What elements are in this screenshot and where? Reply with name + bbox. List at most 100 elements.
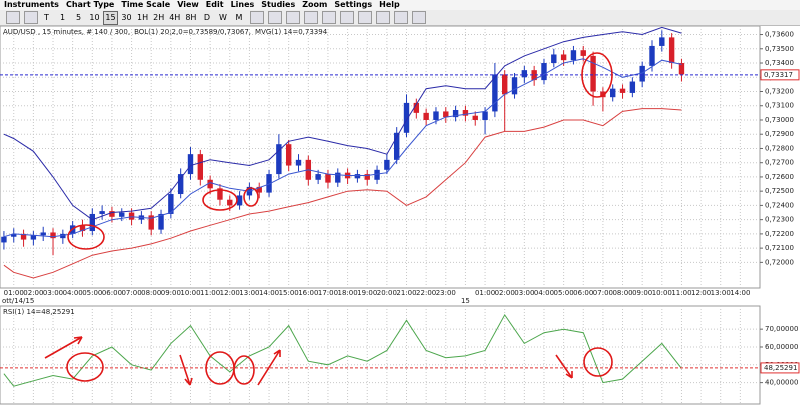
x-tick-label: 10:00 bbox=[180, 289, 200, 297]
y-tick-label: 0,72000 bbox=[765, 258, 794, 266]
toolbar-icon[interactable] bbox=[358, 11, 373, 24]
candle-body bbox=[207, 179, 213, 189]
x-tick-label: 01:00 bbox=[475, 289, 495, 297]
toolbar-icon[interactable] bbox=[304, 11, 319, 24]
x-tick-label: 12:00 bbox=[220, 289, 240, 297]
current-value-box bbox=[760, 69, 800, 81]
x-tick-label: 18:00 bbox=[338, 289, 358, 297]
timeframe-button[interactable]: 4H bbox=[169, 12, 181, 22]
candle-body bbox=[20, 233, 27, 240]
candle-body bbox=[335, 172, 341, 183]
timeframe-button[interactable]: W bbox=[218, 12, 227, 22]
menu-item[interactable]: View bbox=[177, 0, 199, 9]
x-tick-label: 13:00 bbox=[711, 289, 731, 297]
candle-body bbox=[452, 110, 459, 118]
timeframe-button[interactable]: 5 bbox=[75, 12, 82, 22]
candle-body bbox=[521, 70, 528, 78]
candle-body bbox=[128, 212, 135, 220]
y-tick-label: 0,72200 bbox=[765, 230, 794, 238]
timeframe-button[interactable]: 10 bbox=[89, 12, 100, 22]
candle-body bbox=[423, 112, 429, 120]
timeframe-button[interactable]: 1 bbox=[59, 12, 66, 22]
toolbar-icon[interactable] bbox=[340, 11, 355, 24]
toolbar-icon[interactable] bbox=[286, 11, 301, 24]
x-tick-label: 07:00 bbox=[593, 289, 613, 297]
price-panel bbox=[0, 26, 761, 289]
candle-body bbox=[403, 102, 410, 133]
candle-body bbox=[119, 212, 125, 217]
timeframe-button[interactable]: D bbox=[203, 12, 211, 22]
x-tick-label: 22:00 bbox=[416, 289, 436, 297]
timeframe-button[interactable]: T bbox=[44, 12, 49, 22]
x-tick-label: 01:00 bbox=[4, 289, 24, 297]
annotation-circle bbox=[202, 189, 238, 211]
chart-header: MVG(1) 14=0,73394 bbox=[255, 28, 328, 36]
chart-header: BOL(1) 20;2,0=0,73589/0,73067, bbox=[134, 28, 251, 36]
timeframe-button[interactable]: 1H bbox=[137, 12, 149, 22]
x-tick-label: 03:00 bbox=[514, 289, 534, 297]
toolbar: T 1 5 10 15 30 1H 2H 4H 8H D W M bbox=[0, 10, 800, 26]
candle-body bbox=[148, 215, 154, 230]
chart-header: AUD/USD , 15 minutes, # 140 / 300, bbox=[3, 28, 130, 36]
candle-body bbox=[266, 174, 272, 193]
toolbar-icon[interactable] bbox=[268, 11, 283, 24]
candle-body bbox=[168, 194, 174, 214]
menu-item[interactable]: Settings bbox=[334, 0, 373, 9]
candle-body bbox=[354, 174, 361, 179]
candle-body bbox=[590, 55, 596, 92]
menu-item[interactable]: Chart Type bbox=[65, 0, 115, 9]
toolbar-icon[interactable] bbox=[250, 11, 265, 24]
toolbar-icon[interactable] bbox=[322, 11, 337, 24]
x-tick-label: 04:00 bbox=[534, 289, 554, 297]
y-tick-label: 0,73000 bbox=[765, 116, 794, 124]
toolbar-icon[interactable] bbox=[24, 11, 38, 24]
timeframe-button[interactable]: M bbox=[235, 12, 243, 22]
timeframe-button[interactable]: 8H bbox=[185, 12, 197, 22]
candle-body bbox=[531, 70, 537, 81]
y-tick-label: 0,72100 bbox=[765, 244, 794, 252]
menu-item[interactable]: Lines bbox=[230, 0, 255, 9]
candle-body bbox=[629, 81, 636, 93]
y-tick-label: 0,73200 bbox=[765, 88, 794, 96]
menu-item[interactable]: Time Scale bbox=[121, 0, 171, 9]
x-tick-label: 13:00 bbox=[239, 289, 259, 297]
candle-body bbox=[276, 144, 282, 175]
x-tick-label: 05:00 bbox=[82, 289, 102, 297]
candle-body bbox=[443, 111, 449, 118]
annotations bbox=[44, 52, 613, 386]
indicator-line bbox=[3, 108, 682, 279]
candle-body bbox=[502, 74, 508, 95]
annotation-circle bbox=[67, 224, 105, 250]
candle-body bbox=[472, 115, 478, 120]
menu-item[interactable]: Help bbox=[379, 0, 400, 9]
toolbar-icon[interactable] bbox=[6, 11, 20, 24]
x-tick-label: 09:00 bbox=[632, 289, 652, 297]
candle-body bbox=[236, 195, 243, 206]
toolbar-icon[interactable] bbox=[376, 11, 391, 24]
rsi-panel bbox=[0, 305, 761, 405]
y-tick-label: 0,73500 bbox=[765, 45, 794, 53]
toolbar-icon[interactable] bbox=[412, 11, 427, 24]
timeframe-button[interactable]: 30 bbox=[121, 12, 132, 22]
y-tick-label: 0,72300 bbox=[765, 216, 794, 224]
x-tick-label: 04:00 bbox=[63, 289, 83, 297]
y-tick-label: 0,73400 bbox=[765, 59, 794, 67]
annotation-circle bbox=[66, 352, 104, 382]
y-tick-label: 0,73100 bbox=[765, 102, 794, 110]
menu-item[interactable]: Studies bbox=[261, 0, 296, 9]
menu-item[interactable]: Instruments bbox=[4, 0, 59, 9]
candle-body bbox=[177, 174, 184, 195]
timeframe-button[interactable]: 2H bbox=[153, 12, 165, 22]
plots: 01:00 02:00 03:00 04:00 05:00 06:00 07:00 08:00… bbox=[0, 26, 800, 404]
menu-item[interactable]: Zoom bbox=[302, 0, 328, 9]
x-tick-label: 20:00 bbox=[377, 289, 397, 297]
menu-item[interactable]: Edit bbox=[205, 0, 224, 9]
annotation-arrow bbox=[44, 336, 83, 359]
timeframe-button[interactable]: 15 bbox=[103, 10, 118, 25]
toolbar-icon[interactable] bbox=[394, 11, 409, 24]
candle-body bbox=[413, 102, 420, 113]
candle-body bbox=[89, 213, 95, 232]
x-tick-label: 19:00 bbox=[357, 289, 377, 297]
indicator-line bbox=[3, 58, 682, 238]
